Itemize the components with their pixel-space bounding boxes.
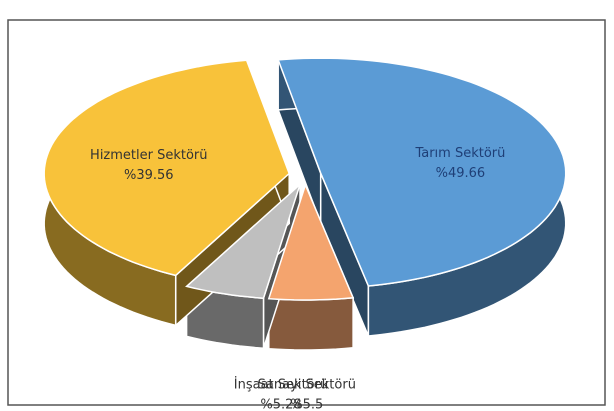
slice-label: Hizmetler Sektörü xyxy=(90,148,207,163)
slice-value-label: %39.56 xyxy=(124,168,174,183)
slice-label: İnşaat Sektörü xyxy=(234,377,328,393)
slice-value-label: %5.5 xyxy=(290,398,323,411)
pie-slice xyxy=(185,182,302,299)
slice-value-label: %5.28 xyxy=(260,398,301,411)
pie-labels: Tarım Sektörü %49.66 Sanayi Sektörü %5.5 İnş… xyxy=(90,146,505,411)
slice-value-label: %49.66 xyxy=(436,166,486,181)
slice-label: Sanayi Sektörü xyxy=(258,378,356,393)
pie-slice xyxy=(43,59,291,277)
slice-label: Tarım Sektörü xyxy=(414,146,505,161)
pie-slice xyxy=(267,182,355,301)
pie-slice xyxy=(277,57,567,287)
slice-side xyxy=(268,296,354,351)
pie-tops xyxy=(43,57,567,301)
